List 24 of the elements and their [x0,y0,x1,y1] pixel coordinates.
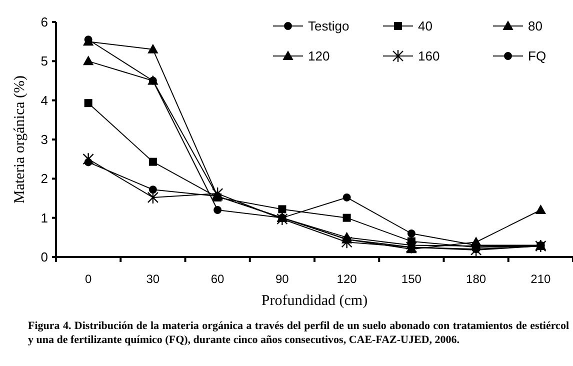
legend-label: 80 [528,18,542,34]
y-tick-label: 3 [40,132,48,148]
y-axis-title: Materia orgánica (%) [12,76,28,204]
text: Figura 4. Distribución de la materia orgánica a través del perfil de un suelo abonado con tratamientos de estiércol y una de fertilizante químico (FQ), durante cinco años consecutivos, CAE-FAZ-UJED, 2006. [27,319,570,347]
legend-label: 40 [418,18,432,34]
legend-label: 120 [308,48,330,64]
y-tick-label: 0 [40,250,48,265]
legend-label: Testigo [308,18,350,34]
x-tick-label: 210 [530,272,552,286]
legend-label: 160 [418,48,440,64]
y-tick-label: 2 [40,171,48,186]
x-tick-label: 120 [336,272,358,286]
y-tick-label: 4 [40,92,48,108]
legend-label: FQ [528,48,546,64]
x-tick-label: 90 [276,272,290,286]
y-tick-label: 1 [40,210,48,226]
y-tick-label: 6 [40,14,48,30]
x-tick-label: 60 [210,272,225,286]
x-tick-label: 180 [466,272,486,286]
x-tick-label: 150 [401,272,422,286]
x-tick-label: 30 [146,272,160,286]
x-axis-title: Profundidad (cm) [261,293,368,309]
x-tick-label: 0 [84,272,92,286]
y-tick-label: 5 [40,54,48,69]
